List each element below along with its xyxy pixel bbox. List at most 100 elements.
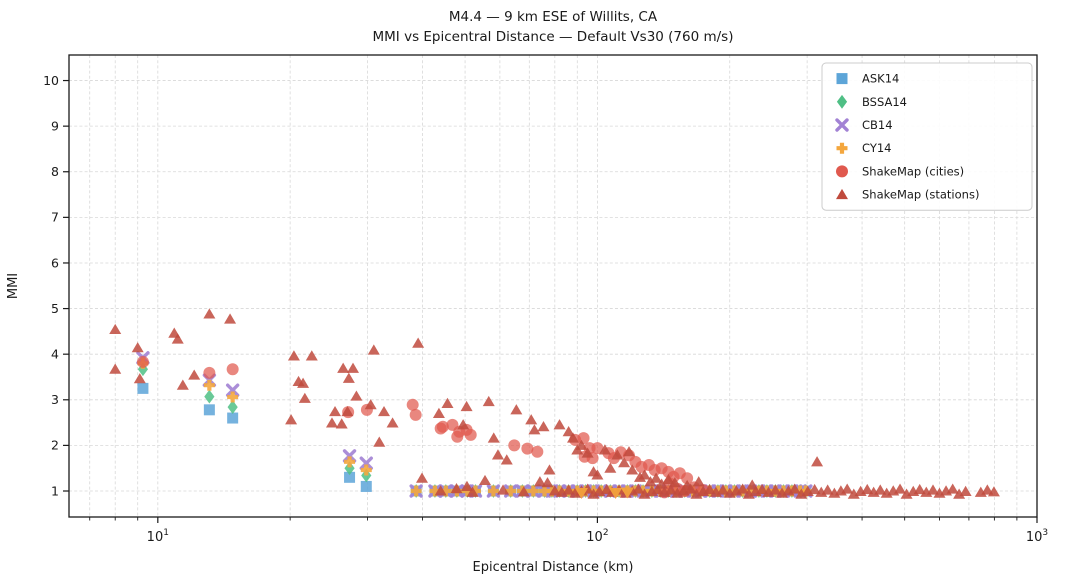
data-point [769,484,782,495]
series-shakemap-stations- [109,308,1000,499]
data-point [808,483,821,495]
data-point [415,472,428,483]
data-point [553,419,566,430]
data-point [703,483,716,495]
data-point [541,477,554,488]
data-point [479,474,492,486]
data-point [835,118,849,132]
data-point [953,488,966,499]
y-tick-label: 5 [51,301,59,316]
legend-label: BSSA14 [862,95,907,109]
legend-item-shakemap-cities-: ShakeMap (cities) [836,164,964,178]
legend-label: CY14 [862,141,892,155]
y-tick-label: 1 [51,483,59,498]
data-point [434,485,447,496]
data-point [861,483,874,495]
y-tick-label: 4 [51,346,59,361]
data-point [203,308,216,319]
data-point [836,73,848,85]
data-point [836,142,848,154]
data-point [537,420,550,432]
data-point [644,476,657,487]
x-tick-label: 101 [147,528,169,545]
x-tick-label: 102 [586,528,608,545]
data-point [788,483,801,494]
data-point [690,488,703,499]
data-point [681,472,694,485]
x-axis-label: Epicentral Distance (km) [473,560,634,575]
axis-ticks-layer: 101 102 103 1 2 3 4 5 6 7 8 9 10 [43,73,1048,545]
data-point [638,469,651,480]
data-point [460,480,473,491]
legend-label: ShakeMap (stations) [862,188,979,202]
data-point [224,313,237,324]
legend-label: ShakeMap (cities) [862,164,964,178]
y-tick-label: 6 [51,255,59,270]
data-point [609,487,623,500]
data-point [521,442,534,455]
data-point [847,488,860,499]
data-point [517,486,530,497]
data-point [531,445,544,458]
data-point [305,350,318,361]
data-point [176,379,189,390]
data-point [664,484,677,495]
data-point [227,391,239,403]
data-point [203,404,215,416]
data-point [298,392,311,403]
data-point [987,486,1000,497]
data-point [227,400,238,414]
data-point [497,484,510,495]
data-point [692,476,705,487]
data-point [373,436,386,447]
data-point [188,369,201,380]
data-point [342,449,357,463]
data-point [959,485,972,496]
y-tick-label: 2 [51,438,59,453]
y-tick-label: 8 [51,164,59,179]
data-point [756,483,769,495]
data-point [623,446,636,457]
data-point [874,484,887,495]
data-point [742,488,755,499]
data-point [577,432,590,445]
data-point [632,483,645,494]
y-tick-label: 3 [51,392,59,407]
data-point [378,405,391,417]
data-point [342,372,355,383]
data-point [591,442,604,455]
data-point [567,432,580,443]
data-point [548,485,561,496]
data-point [136,355,149,368]
data-point [204,389,215,404]
y-tick-label: 7 [51,210,59,225]
data-point [638,488,651,499]
legend-box [821,62,1033,211]
data-point [604,462,617,473]
data-point [528,424,541,435]
data-point [500,454,513,465]
data-point [581,447,594,458]
data-point [562,426,575,437]
data-point [736,483,749,494]
data-point [574,487,588,500]
legend-item-cb14: CB14 [835,118,893,132]
data-point [668,477,681,488]
data-point [109,323,122,335]
data-point [436,420,449,433]
data-point [841,483,854,494]
data-point [913,483,926,495]
data-point [533,476,546,487]
data-point [335,418,348,429]
data-point [587,488,600,499]
data-point [367,344,380,355]
data-point [562,484,575,495]
data-point [981,484,994,495]
data-point [650,472,663,483]
data-point [620,487,634,499]
data-point [203,366,216,379]
data-point [364,399,377,410]
legend-item-cy14: CY14 [836,141,892,155]
legend-label: CB14 [862,118,893,132]
